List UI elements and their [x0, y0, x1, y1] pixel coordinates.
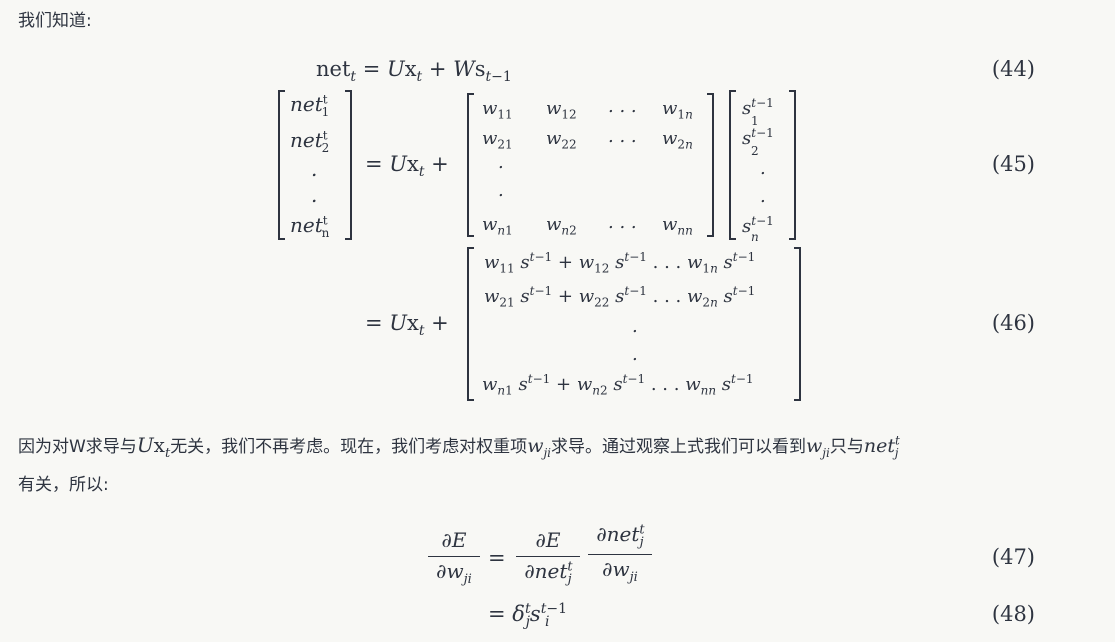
left-bracket: [467, 93, 474, 237]
equation-44: nett = Uxt + Wst−1: [316, 57, 512, 86]
equation-number-48: (48): [991, 602, 1035, 626]
right-bracket: [707, 93, 714, 237]
left-bracket: [278, 90, 285, 240]
equation-number-45: (45): [991, 152, 1035, 176]
right-bracket: [789, 90, 796, 240]
equation-48: = δtjst−1i: [488, 601, 567, 631]
equation-number-47: (47): [991, 545, 1035, 569]
equation-number-44: (44): [991, 57, 1035, 81]
equation-number-46: (46): [991, 311, 1035, 335]
intro-text: 我们知道:: [18, 11, 92, 31]
right-bracket: [794, 247, 801, 401]
left-bracket: [467, 247, 474, 401]
explanation-line-2: 有关，所以:: [18, 475, 109, 495]
explanation-paragraph: 因为对W求导与Uxt无关，我们不再考虑。现在，我们考虑对权重项wji求导。通过观…: [18, 433, 900, 461]
right-bracket: [345, 90, 352, 240]
left-bracket: [729, 90, 736, 240]
